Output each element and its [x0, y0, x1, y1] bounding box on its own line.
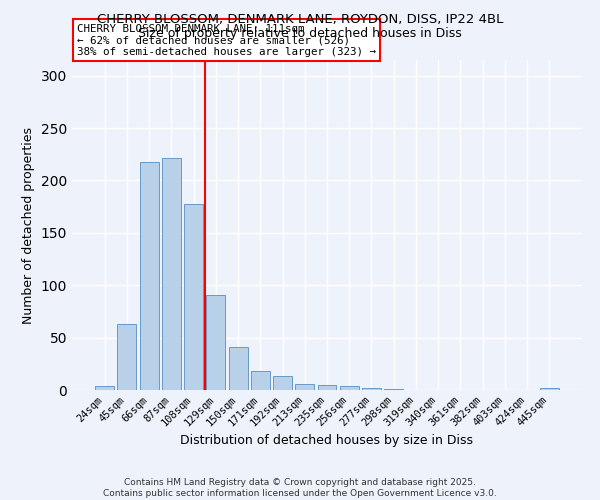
Bar [295, 384, 314, 390]
Text: Size of property relative to detached houses in Diss: Size of property relative to detached ho… [138, 28, 462, 40]
Bar [540, 388, 559, 390]
Bar [184, 204, 203, 390]
Bar [140, 162, 158, 390]
X-axis label: Distribution of detached houses by size in Diss: Distribution of detached houses by size … [181, 434, 473, 447]
Bar [95, 386, 114, 390]
Text: Contains HM Land Registry data © Crown copyright and database right 2025.
Contai: Contains HM Land Registry data © Crown c… [103, 478, 497, 498]
Bar [118, 324, 136, 390]
Bar [162, 158, 181, 390]
Bar [384, 389, 403, 390]
Bar [251, 371, 270, 390]
Text: CHERRY BLOSSOM DENMARK LANE: 111sqm
← 62% of detached houses are smaller (526)
3: CHERRY BLOSSOM DENMARK LANE: 111sqm ← 62… [77, 24, 376, 56]
Text: CHERRY BLOSSOM, DENMARK LANE, ROYDON, DISS, IP22 4BL: CHERRY BLOSSOM, DENMARK LANE, ROYDON, DI… [97, 12, 503, 26]
Bar [229, 347, 248, 390]
Bar [362, 388, 381, 390]
Bar [340, 386, 359, 390]
Bar [317, 385, 337, 390]
Y-axis label: Number of detached properties: Number of detached properties [22, 126, 35, 324]
Bar [273, 376, 292, 390]
Bar [206, 294, 225, 390]
